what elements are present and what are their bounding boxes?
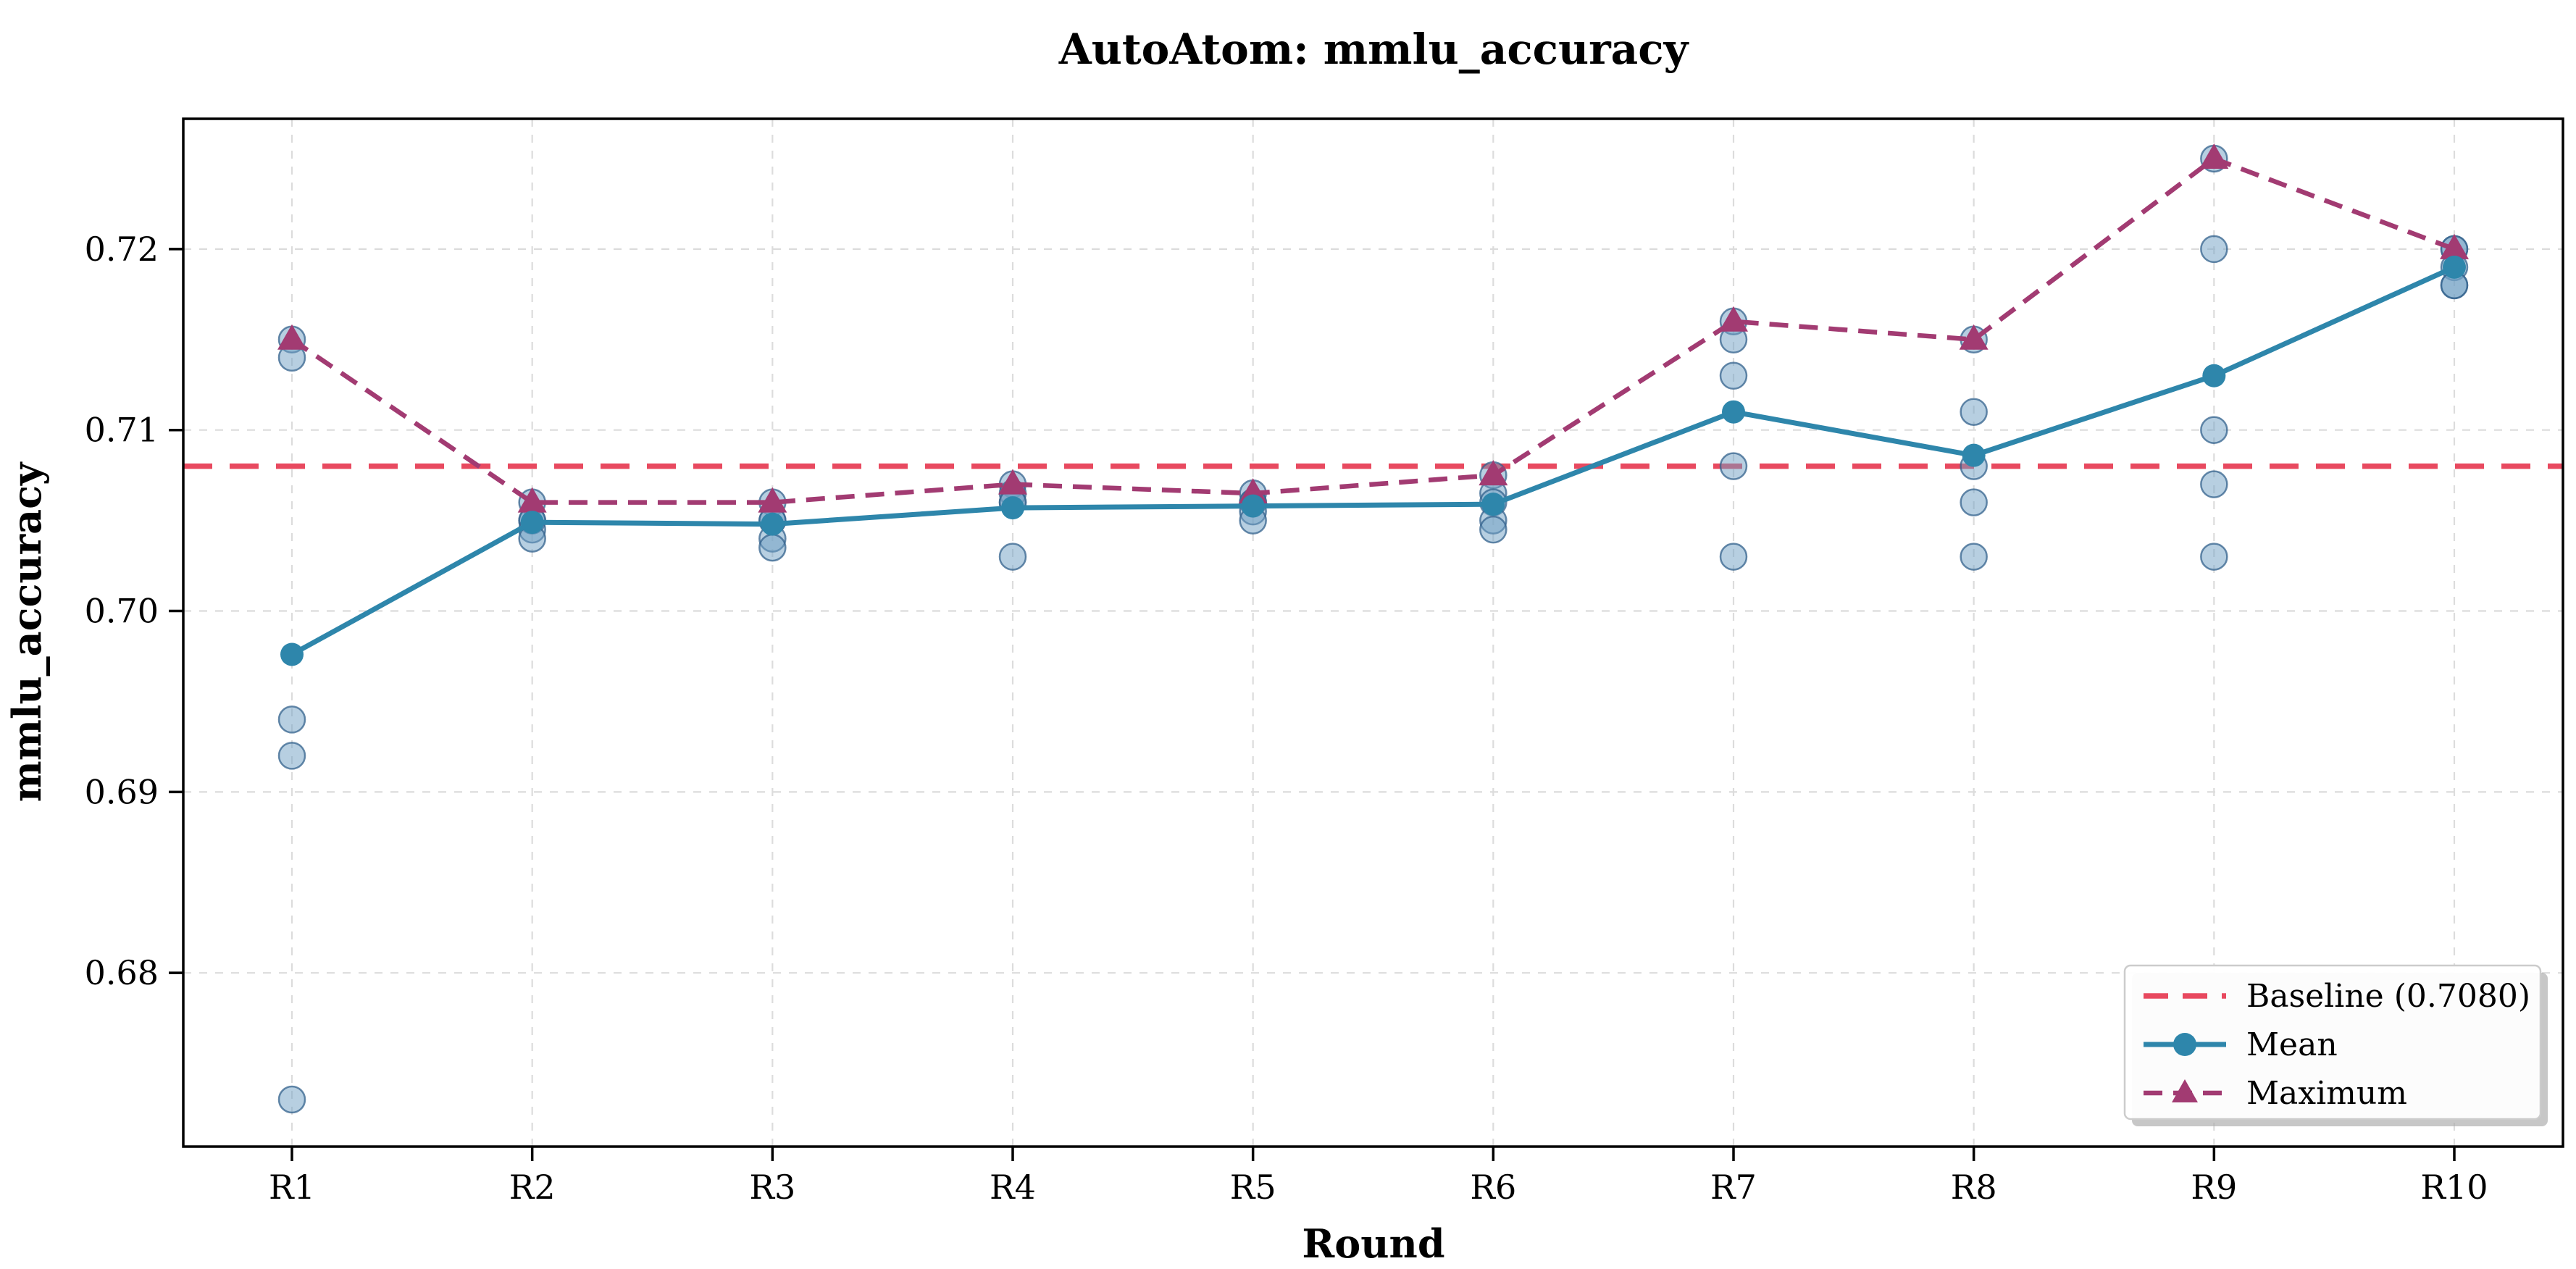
legend-marker-triangle — [2172, 1079, 2198, 1102]
scatter-point — [1960, 543, 1988, 571]
legend-entry-baseline: Baseline (0.7080) — [2144, 978, 2530, 1015]
plot-border — [182, 117, 2564, 1148]
scatter-point — [1960, 488, 1988, 516]
maximum-marker-R2 — [517, 487, 547, 513]
maximum-marker-R10 — [2440, 233, 2469, 259]
scatter-point — [2200, 470, 2228, 498]
y-ticks: 0.68 0.69 0.70 0.71 0.72 — [85, 230, 183, 992]
scatter-point — [1960, 398, 1988, 426]
y-axis-label: mmlu_accuracy — [4, 461, 50, 802]
y-tick-label-0.71: 0.71 — [85, 411, 159, 450]
mean-marker-R9 — [2202, 364, 2226, 388]
maximum-marker-R6 — [1479, 460, 1508, 486]
x-tick-label-R9: R9 — [2191, 1168, 2237, 1207]
x-tick-label-R6: R6 — [1470, 1168, 1516, 1207]
y-tick-label-0.70: 0.70 — [85, 592, 159, 631]
mean-marker-R3 — [761, 512, 785, 536]
mean-marker-R5 — [1241, 494, 1265, 518]
x-tick-label-R2: R2 — [509, 1168, 556, 1207]
x-tick-label-R10: R10 — [2420, 1168, 2488, 1207]
mean-marker-R4 — [1001, 496, 1024, 520]
scatter-point — [2200, 235, 2228, 264]
mean-marker-R8 — [1962, 443, 1986, 467]
maximum-marker-R7 — [1719, 306, 1748, 332]
y-tick-label-0.68: 0.68 — [85, 953, 159, 992]
scatter-point — [2200, 543, 2228, 571]
maximum-marker-R4 — [998, 469, 1027, 495]
legend-marker-circle — [2173, 1033, 2196, 1056]
mean-line — [290, 264, 2456, 657]
scatter-point — [758, 533, 787, 562]
legend-entry-maximum: Maximum — [2144, 1075, 2407, 1112]
axes-frame — [182, 117, 2564, 1148]
maximum-series — [277, 143, 2469, 513]
mean-marker-R7 — [1722, 400, 1745, 424]
legend-box — [2123, 964, 2542, 1121]
legend-entry-label-maximum: Maximum — [2246, 1075, 2407, 1112]
legend-entry-label-baseline: Baseline (0.7080) — [2246, 978, 2530, 1015]
mean-marker-R6 — [1481, 493, 1505, 516]
chart-title: AutoAtom: mmlu_accuracy — [1058, 25, 1690, 74]
maximum-marker-R8 — [1959, 324, 1989, 350]
scatter-point — [1719, 543, 1748, 571]
maximum-marker-R3 — [758, 487, 787, 513]
maximum-marker-R9 — [2199, 143, 2229, 169]
y-tick-label-0.72: 0.72 — [85, 230, 159, 269]
x-tick-label-R4: R4 — [990, 1168, 1036, 1207]
mean-marker-R2 — [520, 511, 544, 535]
maximum-marker-R1 — [277, 324, 306, 350]
x-tick-label-R5: R5 — [1230, 1168, 1276, 1207]
y-tick-label-0.69: 0.69 — [85, 772, 159, 811]
mean-series — [280, 255, 2466, 666]
x-ticks: R1 R2 R3 R4 R5 R6 R7 R8 R9 R10 — [269, 1147, 2488, 1207]
legend: Baseline (0.7080) Mean Maximum — [2123, 964, 2548, 1126]
x-tick-label-R3: R3 — [749, 1168, 795, 1207]
scatter-point — [998, 543, 1027, 571]
x-tick-label-R8: R8 — [1951, 1168, 1997, 1207]
mean-marker-R1 — [280, 642, 304, 666]
scatter-point — [277, 1085, 306, 1114]
legend-entry-mean: Mean — [2144, 1026, 2338, 1063]
scatter-point — [1479, 515, 1507, 544]
x-axis-label: Round — [1302, 1220, 1444, 1267]
mean-marker-R10 — [2443, 255, 2466, 279]
scatter-point — [1719, 452, 1748, 480]
x-tick-label-R1: R1 — [269, 1168, 315, 1207]
scatter-point — [277, 742, 306, 770]
scatter-point — [2200, 416, 2228, 444]
legend-entry-label-mean: Mean — [2246, 1026, 2338, 1063]
scatter-point — [1719, 361, 1748, 390]
scatter-point — [277, 705, 306, 734]
x-tick-label-R7: R7 — [1710, 1168, 1757, 1207]
maximum-line — [290, 156, 2456, 505]
